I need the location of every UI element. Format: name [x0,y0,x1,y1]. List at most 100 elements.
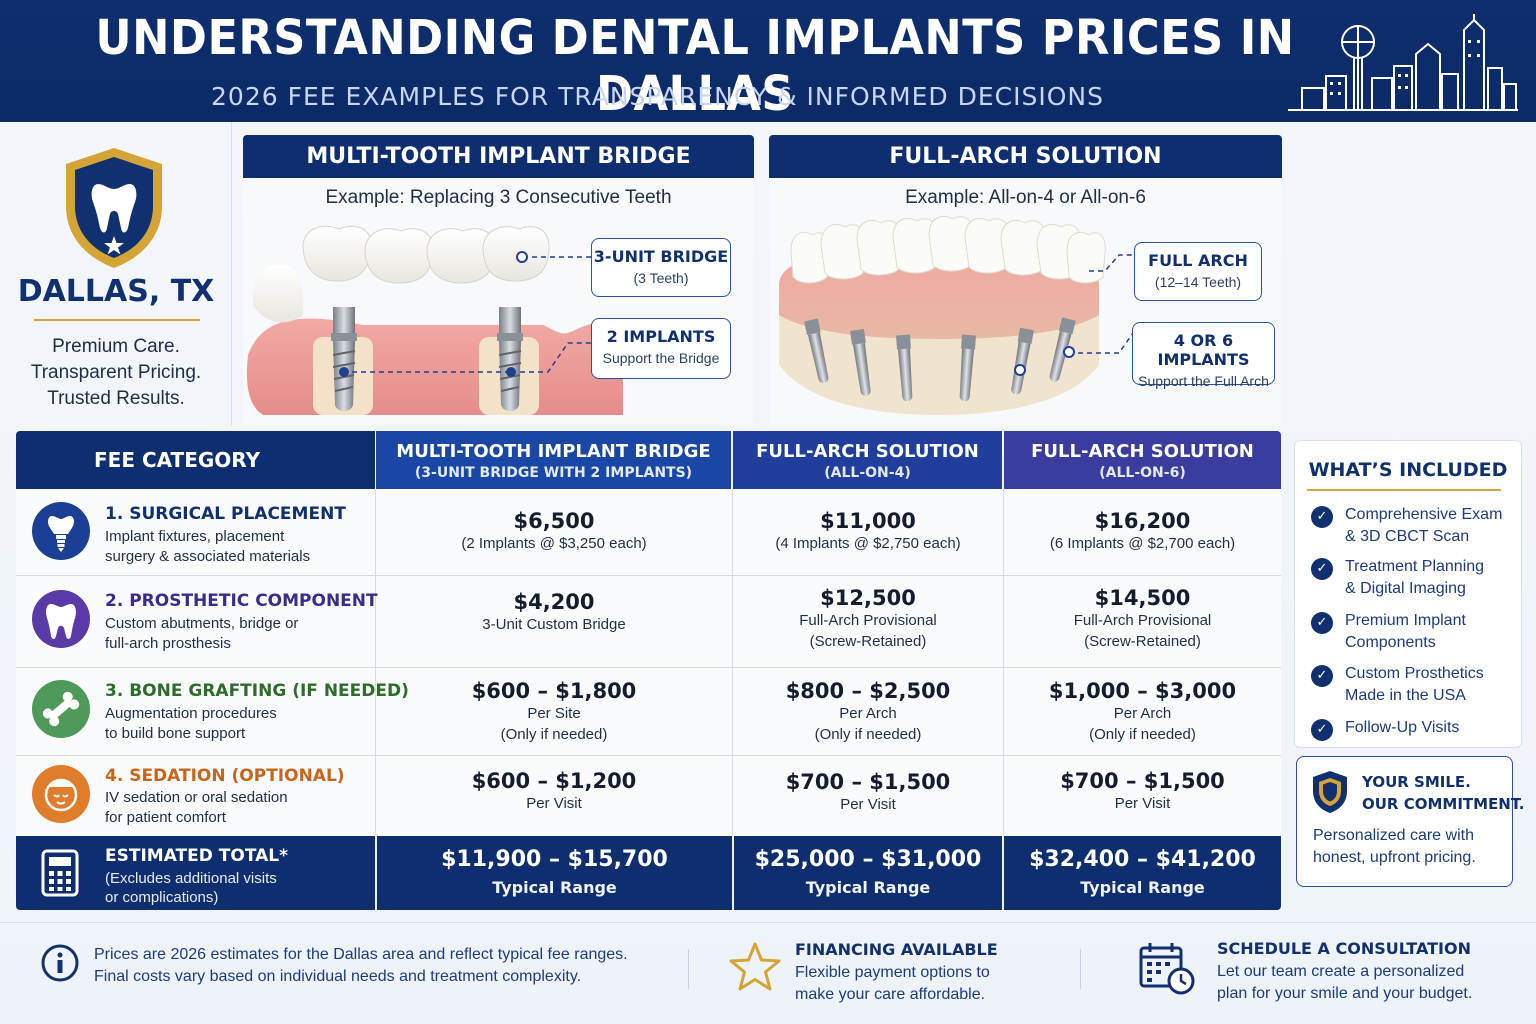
price-value: $800 – $2,500 [785,679,951,703]
total-description: (Excludes additional visits or complicat… [105,869,277,907]
price-cell: $14,500 Full-Arch Provisional (Screw-Ret… [1004,576,1281,667]
category-description: Custom abutments, bridge or full-arch pr… [105,614,365,654]
full-arch-panel: FULL-ARCH SOLUTION Example: All-on-4 or … [769,135,1282,425]
tagline-line: Transparent Pricing. [30,362,202,383]
included-item-text: Comprehensive Exam & 3D CBCT Scan [1345,504,1502,548]
callout-title: 4 OR 6 IMPLANTS [1157,331,1250,369]
commitment-description: Personalized care with honest, upfront p… [1313,825,1476,869]
column-header-category: FEE CATEGORY [16,431,375,489]
price-note: (Only if needed) [1089,726,1196,743]
column-header-all-on-4: FULL-ARCH SOLUTION (ALL-ON-4) [733,431,1002,489]
column-header-title: MULTI-TOOTH IMPLANT BRIDGE [396,441,711,462]
callout-title: 3-UNIT BRIDGE [593,247,729,266]
consultation-line: Let our team create a personalized [1217,963,1465,980]
category-title: 3. BONE GRAFTING (IF NEEDED) [105,681,409,701]
description-line: surgery & associated materials [105,548,311,565]
shield-tooth-logo-icon [66,148,162,268]
total-price: $32,400 – $41,200 [1029,847,1256,872]
tagline-line: Trusted Results. [47,388,185,409]
fee-table: FEE CATEGORY MULTI-TOOTH IMPLANT BRIDGE … [16,431,1281,910]
disclaimer-line: Prices are 2026 estimates for the Dallas… [94,946,628,963]
table-row: 2. PROSTHETIC COMPONENT Custom abutments… [16,576,1281,668]
category-description: IV sedation or oral sedation for patient… [105,788,365,828]
brand-city: DALLAS, TX [17,274,215,309]
price-cell: $700 – $1,500 Per Visit [733,756,1004,836]
price-note: Per Visit [1114,795,1171,812]
info-icon [41,944,79,982]
price-value: $16,200 [1094,509,1191,533]
full-arch-panel-title: FULL-ARCH SOLUTION [769,135,1282,178]
table-row: 1. SURGICAL PLACEMENT Implant fixtures, … [16,489,1281,576]
included-line: Follow-Up Visits [1345,719,1460,736]
page-title: UNDERSTANDING DENTAL IMPLANTS PRICES IN … [95,10,1295,122]
bridge-callout: 3-UNIT BRIDGE (3 Teeth) [591,238,731,297]
implants-callout: 2 IMPLANTS Support the Bridge [591,318,731,379]
footer-divider [1080,949,1081,989]
description-line: Custom abutments, bridge or [105,615,299,632]
total-price: $25,000 – $31,000 [754,847,982,872]
bridge-panel-title: MULTI-TOOTH IMPLANT BRIDGE [243,135,754,178]
price-cell: $800 – $2,500 Per Arch (Only if needed) [733,668,1004,755]
price-cell: $700 – $1,500 Per Visit [1004,756,1281,836]
total-cell: $11,900 – $15,700 Typical Range [377,836,732,910]
price-note: Per Arch [1113,705,1172,722]
category-description: Augmentation procedures to build bone su… [105,704,365,744]
price-cell: $4,200 3-Unit Custom Bridge [376,576,733,667]
calculator-icon [41,849,79,897]
callout-note: Support the Bridge [602,350,720,366]
disclaimer-text: Prices are 2026 estimates for the Dallas… [94,944,628,988]
financing-line: make your care affordable. [795,986,986,1003]
category-title: 1. SURGICAL PLACEMENT [105,504,346,524]
included-item-text: Custom Prosthetics Made in the USA [1345,663,1484,707]
column-header-sub: (ALL-ON-6) [1099,465,1186,481]
full-arch-illustration-icon [779,215,1134,415]
price-note: 3-Unit Custom Bridge [482,616,626,633]
total-row: ESTIMATED TOTAL* (Excludes additional vi… [16,836,1281,910]
page-subtitle: 2026 FEE EXAMPLES FOR TRANSPARENCY & INF… [211,82,1104,111]
callout-title: 2 IMPLANTS [606,327,716,346]
commitment-line: Personalized care with [1313,827,1474,844]
price-note: (Screw-Retained) [1084,633,1201,650]
included-line: Made in the USA [1345,687,1466,704]
price-value: $1,000 – $3,000 [1048,679,1237,703]
consultation-description: Let our team create a personalized plan … [1217,961,1472,1005]
whats-included-card: WHAT’S INCLUDED ✓ Comprehensive Exam & 3… [1294,440,1522,748]
description-line: IV sedation or oral sedation [105,789,288,806]
brand-block: DALLAS, TX Premium Care. Transparent Pri… [0,122,232,426]
price-cell: $1,000 – $3,000 Per Arch (Only if needed… [1004,668,1281,755]
price-value: $12,500 [820,586,916,610]
included-line: Components [1345,634,1436,651]
disclaimer-line: Final costs vary based on individual nee… [94,968,582,985]
included-line: Custom Prosthetics [1345,665,1484,682]
commitment-title-line: YOUR SMILE. [1362,773,1471,791]
commitment-line: honest, upfront pricing. [1313,849,1476,866]
price-cell: $16,200 (6 Implants @ $2,700 each) [1004,489,1281,575]
whats-included-title: WHAT’S INCLUDED [1308,459,1508,481]
total-range-label: Typical Range [805,878,931,897]
bridge-panel-example: Example: Replacing 3 Consecutive Teeth [325,187,672,208]
commitment-card: YOUR SMILE. OUR COMMITMENT. Personalized… [1296,756,1525,887]
financing-line: Flexible payment options to [795,964,990,981]
included-line: Treatment Planning [1345,558,1485,575]
total-cell: $25,000 – $31,000 Typical Range [734,836,1002,910]
column-header-sub: (3-UNIT BRIDGE WITH 2 IMPLANTS) [414,465,693,481]
included-item-text: Follow-Up Visits [1345,717,1459,739]
included-line: Comprehensive Exam [1345,506,1503,523]
category-cell: 4. SEDATION (OPTIONAL) IV sedation or or… [16,756,376,836]
price-value: $700 – $1,500 [785,770,951,794]
description-line: full-arch prosthesis [105,635,231,652]
price-value: $11,000 [820,509,916,533]
star-icon [729,942,781,991]
column-header-sub: (ALL-ON-4) [824,465,911,481]
brand-tagline: Premium Care. Transparent Pricing. Trust… [0,334,232,412]
tagline-line: Premium Care. [52,336,180,357]
total-title: ESTIMATED TOTAL* [105,846,288,866]
category-cell: 2. PROSTHETIC COMPONENT Custom abutments… [16,576,378,667]
category-title: 2. PROSTHETIC COMPONENT [105,591,378,611]
description-line: for patient comfort [105,809,226,826]
price-cell: $6,500 (2 Implants @ $3,250 each) [376,489,733,575]
footer-divider [688,949,689,989]
price-note: (6 Implants @ $2,700 each) [1049,535,1236,552]
price-cell: $11,000 (4 Implants @ $2,750 each) [733,489,1004,575]
price-cell: $600 – $1,800 Per Site (Only if needed) [376,668,733,755]
